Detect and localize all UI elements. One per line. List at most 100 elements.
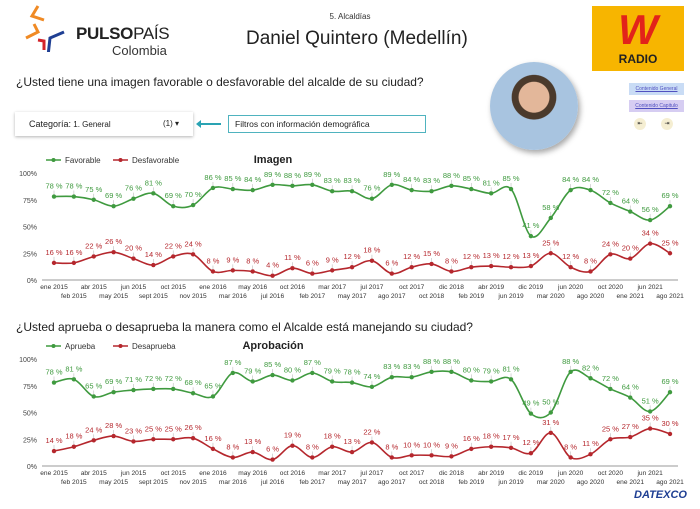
data-label: 85 % <box>502 174 519 183</box>
chart-0: 0% 25% 50% 75% 100% ene 2015 feb 2015 abr 2015 m… <box>19 154 684 300</box>
x-tick-label: feb 2019 <box>458 479 484 486</box>
x-tick-label: sept 2015 <box>139 479 168 486</box>
data-point <box>111 203 116 209</box>
data-point <box>568 264 573 270</box>
data-label: 81 % <box>65 364 82 373</box>
category-filter-dropdown[interactable]: Categoría: 1. General (1) ▾ <box>15 112 193 136</box>
data-label: 6 % <box>385 259 398 268</box>
x-tick-label: oct 2018 <box>419 479 445 486</box>
data-label: 8 % <box>306 442 319 451</box>
data-label: 8 % <box>445 256 458 265</box>
x-tick-label: feb 2019 <box>458 293 484 300</box>
data-point <box>647 409 653 414</box>
x-tick-label: ago 2017 <box>378 293 406 300</box>
data-label: 9 % <box>226 255 239 264</box>
data-label: 24 % <box>185 239 202 248</box>
data-point <box>51 380 57 385</box>
data-label: 8 % <box>385 442 398 451</box>
data-label: 8 % <box>246 256 259 265</box>
data-point <box>628 434 633 440</box>
data-label: 87 % <box>304 358 321 367</box>
x-tick-label: ene 2016 <box>199 284 227 291</box>
data-point <box>608 437 613 442</box>
legend-item: Desaprueba <box>113 342 176 351</box>
data-point <box>409 374 414 380</box>
data-point <box>548 215 553 221</box>
data-label: 35 % <box>642 414 659 423</box>
data-label: 13 % <box>483 251 500 260</box>
data-label: 51 % <box>642 396 659 405</box>
data-label: 88 % <box>443 357 460 366</box>
page-title: Daniel Quintero (Medellín) <box>246 28 468 49</box>
data-point <box>528 450 534 456</box>
data-label: 78 % <box>65 182 82 191</box>
brand-name: PULSOPAÍS <box>76 24 170 43</box>
data-point <box>628 209 633 214</box>
data-point <box>151 262 156 268</box>
x-tick-label: mar 2017 <box>318 470 346 477</box>
data-point <box>667 203 673 209</box>
datexco-logo: DATEXCO <box>634 489 687 501</box>
data-point <box>369 258 375 263</box>
data-point <box>449 183 454 189</box>
data-label: 13 % <box>244 437 261 446</box>
data-point <box>131 256 136 261</box>
data-point <box>210 446 216 452</box>
x-tick-label: jun 2020 <box>557 284 584 291</box>
data-point <box>91 254 96 259</box>
prev-icon[interactable]: ⇤ <box>634 118 646 130</box>
x-tick-label: jul 2017 <box>359 470 383 477</box>
data-label: 34 % <box>642 229 659 238</box>
next-icon[interactable]: ⇥ <box>661 118 673 130</box>
data-point <box>568 187 573 193</box>
data-point <box>667 251 673 256</box>
x-tick-label: abr 2019 <box>478 470 504 477</box>
x-tick-label: oct 2020 <box>598 470 624 477</box>
legend-item: Favorable <box>46 156 101 165</box>
data-point <box>588 187 593 193</box>
data-label: 85 % <box>224 174 241 183</box>
data-point <box>409 453 414 458</box>
pulsopais-logo <box>24 4 72 57</box>
x-tick-label: oct 2017 <box>399 284 425 291</box>
data-point <box>429 261 434 267</box>
data-point <box>548 251 553 256</box>
data-point <box>588 269 593 274</box>
y-tick-label: 25% <box>23 437 37 444</box>
data-label: 15 % <box>423 249 440 258</box>
x-tick-label: may 2015 <box>99 479 128 486</box>
data-point <box>329 268 335 273</box>
data-label: 18 % <box>65 432 82 441</box>
link-contenido-capitulo[interactable]: Contenido Capitulo <box>629 100 684 112</box>
question-approval: ¿Usted aprueba o desaprueba la manera co… <box>16 320 473 334</box>
data-point <box>190 435 196 441</box>
data-point <box>389 374 395 380</box>
data-point <box>409 264 414 270</box>
link-contenido-general[interactable]: Contenido General <box>629 83 684 95</box>
data-label: 11 % <box>284 253 301 262</box>
data-label: 83 % <box>344 176 361 185</box>
data-point <box>111 249 116 255</box>
data-label: 9 % <box>326 255 339 264</box>
data-point <box>71 444 77 449</box>
data-label: 79 % <box>324 366 341 375</box>
data-point <box>528 233 534 239</box>
data-point <box>568 455 573 460</box>
data-point <box>230 186 236 192</box>
data-label: 41 % <box>522 221 539 230</box>
data-point <box>628 395 633 400</box>
x-tick-label: ene 2021 <box>617 293 645 300</box>
svg-text:Aprueba: Aprueba <box>65 342 96 351</box>
data-point <box>488 379 494 384</box>
svg-text:Desfavorable: Desfavorable <box>132 156 180 165</box>
data-point <box>210 185 216 191</box>
data-point <box>71 194 77 199</box>
data-label: 9 % <box>445 441 458 450</box>
data-label: 88 % <box>443 171 460 180</box>
x-tick-label: ago 2017 <box>378 479 406 486</box>
data-label: 22 % <box>85 241 102 250</box>
data-label: 88 % <box>423 357 440 366</box>
data-point <box>171 254 176 259</box>
data-label: 31 % <box>542 418 559 427</box>
data-label: 24 % <box>602 239 619 248</box>
